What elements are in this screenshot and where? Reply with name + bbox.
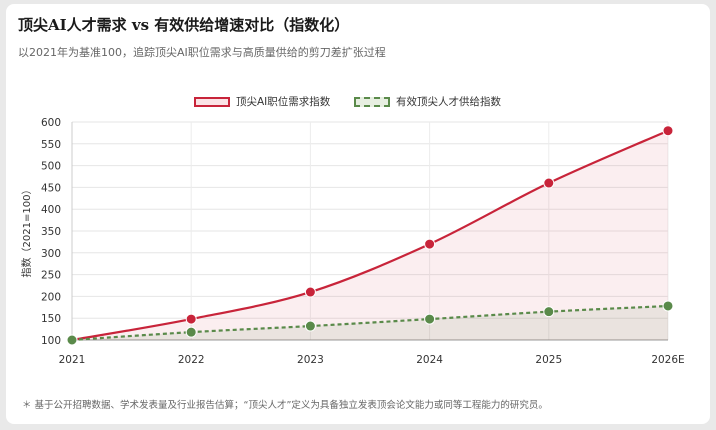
y-tick-label: 600: [41, 117, 61, 129]
chart-title: 顶尖AI人才需求 vs 有效供给增速对比（指数化）: [18, 16, 350, 34]
legend-item-demand[interactable]: 顶尖AI职位需求指数: [194, 94, 330, 109]
data-point-supply: [662, 300, 674, 312]
chart-card: 顶尖AI人才需求 vs 有效供给增速对比（指数化） 以2021年为基准100，追…: [6, 4, 710, 424]
data-point-demand: [424, 238, 436, 250]
data-point-supply: [185, 326, 197, 338]
legend-swatch-demand: [194, 96, 230, 107]
chart-subtitle: 以2021年为基准100，追踪顶尖AI职位需求与高质量供给的剪刀差扩张过程: [18, 46, 386, 59]
y-tick-label: 450: [41, 182, 61, 194]
series-area-demand: [72, 130, 668, 340]
y-tick-label: 550: [41, 139, 61, 151]
data-point-supply: [66, 334, 78, 346]
data-point-supply: [543, 306, 555, 318]
x-tick-label: 2024: [416, 354, 443, 366]
x-tick-label: 2023: [297, 354, 324, 366]
legend-item-supply[interactable]: 有效顶尖人才供给指数: [354, 94, 501, 109]
data-point-demand: [304, 286, 316, 298]
y-tick-label: 350: [41, 226, 61, 238]
x-tick-label: 2026E: [651, 354, 684, 366]
chart-legend: 顶尖AI职位需求指数 有效顶尖人才供给指数: [0, 94, 716, 112]
data-point-demand: [543, 177, 555, 189]
series-line-supply: [71, 304, 669, 342]
series-line-demand: [71, 129, 669, 342]
y-tick-label: 250: [41, 270, 61, 282]
data-point-demand: [662, 125, 674, 137]
data-point-supply: [304, 320, 316, 332]
legend-label-supply: 有效顶尖人才供给指数: [396, 96, 501, 108]
y-tick-label: 200: [41, 291, 61, 303]
y-tick-label: 150: [41, 313, 61, 325]
x-tick-label: 2025: [535, 354, 562, 366]
x-tick-label: 2021: [59, 354, 86, 366]
y-tick-label: 300: [41, 248, 61, 260]
x-tick-label: 2022: [178, 354, 205, 366]
legend-swatch-supply: [354, 96, 390, 107]
y-tick-label: 400: [41, 204, 61, 216]
y-tick-label: 500: [41, 161, 61, 173]
chart-footnote: ＊ 基于公开招聘数据、学术发表量及行业报告估算；“顶尖人才”定义为具备独立发表顶…: [22, 400, 548, 411]
y-tick-label: 100: [41, 335, 61, 347]
data-point-supply: [424, 313, 436, 325]
legend-label-demand: 顶尖AI职位需求指数: [236, 96, 331, 108]
data-point-demand: [185, 313, 197, 325]
y-axis-title: 指数（2021=100）: [20, 185, 33, 278]
